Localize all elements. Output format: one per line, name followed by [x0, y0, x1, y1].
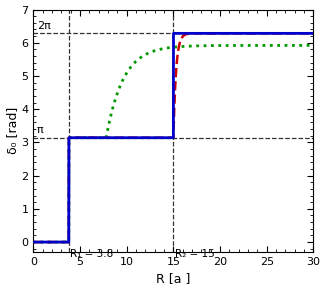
Text: 2π: 2π	[37, 21, 51, 31]
Y-axis label: δ₀ [rad]: δ₀ [rad]	[6, 107, 19, 155]
Text: R₂ = 15: R₂ = 15	[175, 249, 215, 259]
Text: π: π	[37, 125, 44, 135]
X-axis label: R [a ]: R [a ]	[156, 272, 191, 285]
Text: R₁ = 3.8: R₁ = 3.8	[70, 249, 113, 259]
